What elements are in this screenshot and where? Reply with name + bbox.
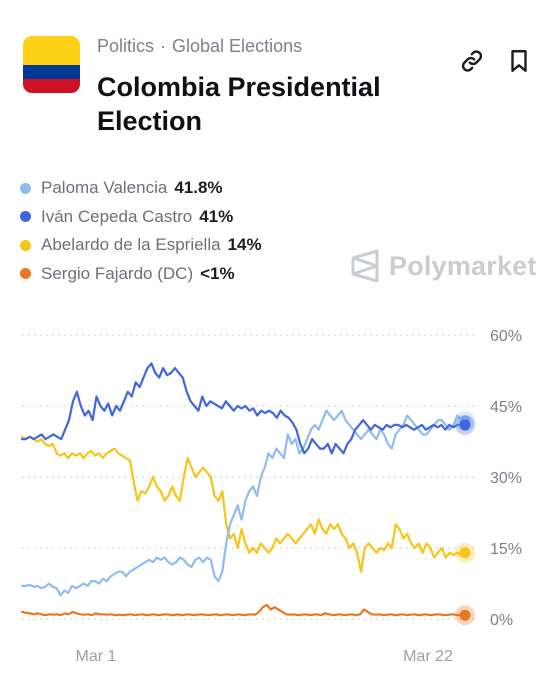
series-line-iv-n-cepeda-castro	[20, 362, 467, 455]
link-icon	[461, 50, 483, 72]
series-endpoint-dot	[459, 419, 471, 431]
legend-name: Abelardo de la Espriella	[41, 235, 221, 255]
colombia-flag	[23, 36, 80, 93]
legend-name: Sergio Fajardo (DC)	[41, 263, 194, 283]
flag-stripe-blue	[23, 64, 80, 79]
y-tick-label: 0%	[490, 612, 513, 629]
series-endpoint-dot	[459, 547, 471, 559]
watermark-text: Polymarket	[389, 250, 537, 281]
series-line-abelardo-de-la-espriella	[20, 435, 467, 573]
legend-dot	[20, 211, 31, 223]
breadcrumb-global-elections[interactable]: Global Elections	[172, 36, 303, 56]
chart-legend: Paloma Valencia 41.8% Iván Cepeda Castro…	[20, 174, 262, 288]
legend-value: <1%	[200, 263, 235, 283]
legend-item-paloma-valencia: Paloma Valencia 41.8%	[20, 174, 262, 203]
legend-name: Iván Cepeda Castro	[41, 206, 193, 226]
x-tick-label: Mar 1	[76, 648, 117, 665]
legend-dot	[20, 182, 31, 194]
y-tick-label: 45%	[490, 399, 522, 416]
series-line-sergio-fajardo-dc-	[20, 603, 467, 617]
y-tick-label: 30%	[490, 470, 522, 487]
legend-item-ivan-cepeda-castro: Iván Cepeda Castro 41%	[20, 203, 262, 232]
page-title: Colombia Presidential Election	[97, 72, 381, 136]
bookmark-button[interactable]	[506, 48, 532, 74]
breadcrumb: Politics · Global Elections	[97, 36, 302, 57]
legend-item-sergio-fajardo: Sergio Fajardo (DC) <1%	[20, 260, 262, 289]
polymarket-logo-icon	[351, 249, 379, 283]
legend-value: 14%	[227, 235, 262, 255]
legend-item-abelardo-de-la-espriella: Abelardo de la Espriella 14%	[20, 231, 262, 260]
legend-name: Paloma Valencia	[41, 178, 168, 198]
x-tick-label: Mar 22	[403, 648, 453, 665]
breadcrumb-politics[interactable]: Politics	[97, 36, 155, 56]
flag-stripe-yellow	[23, 36, 80, 65]
y-tick-label: 15%	[490, 541, 522, 558]
link-button[interactable]	[459, 48, 485, 74]
y-tick-label: 60%	[490, 328, 522, 345]
series-line-paloma-valencia	[20, 409, 467, 597]
flag-stripe-red	[23, 78, 80, 93]
legend-value: 41.8%	[174, 178, 223, 198]
legend-dot	[20, 268, 31, 280]
legend-value: 41%	[199, 206, 234, 226]
polymarket-watermark: Polymarket	[350, 249, 537, 283]
breadcrumb-separator: ·	[160, 36, 167, 56]
bookmark-icon	[511, 50, 527, 72]
legend-dot	[20, 239, 31, 251]
series-endpoint-dot	[459, 609, 471, 621]
